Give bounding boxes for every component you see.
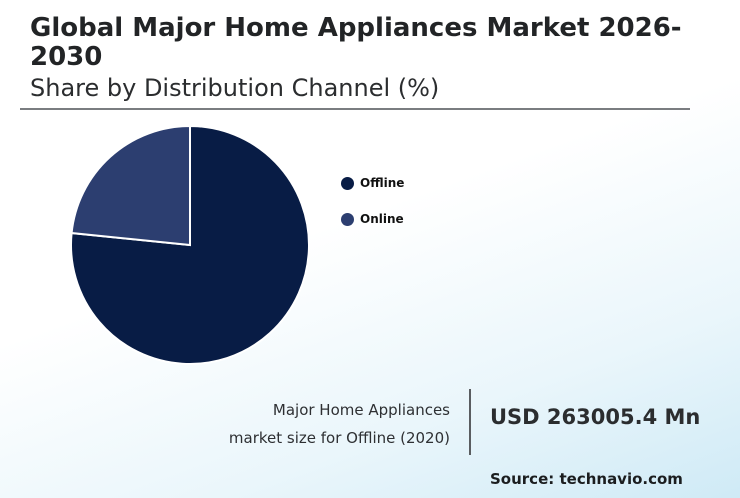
legend-item-offline: Offline: [341, 174, 404, 192]
legend-swatch-offline: [341, 176, 354, 190]
metric-label-line1: Major Home Appliances: [272, 401, 450, 419]
legend-swatch-online: [341, 212, 354, 226]
metric-divider: [469, 389, 471, 455]
metric-label: Major Home Appliances market size for Of…: [190, 396, 450, 452]
pie-chart: [70, 124, 310, 365]
metric-label-line2: market size for Offline (2020): [228, 429, 450, 447]
header-divider: [20, 108, 690, 110]
pie-slice-online: [70, 124, 191, 247]
legend-label-offline: Offline: [360, 176, 405, 190]
chart-legend: Offline Online: [341, 174, 404, 246]
chart-subtitle: Share by Distribution Channel (%): [30, 74, 440, 102]
legend-label-online: Online: [360, 212, 404, 226]
chart-title: Global Major Home Appliances Market 2026…: [30, 13, 682, 72]
legend-item-online: Online: [341, 210, 404, 228]
metric-value: USD 263005.4 Mn: [490, 405, 701, 429]
source-credit: Source: technavio.com: [490, 470, 683, 488]
